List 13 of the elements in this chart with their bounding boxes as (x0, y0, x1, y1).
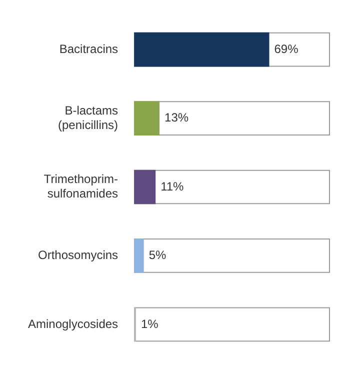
bar (134, 170, 156, 204)
y-tick-label: Aminoglycosides (28, 316, 118, 331)
y-tick-label: Trimethoprim-sulfonamides (44, 172, 118, 201)
y-tick-label: Bacitracins (59, 42, 118, 56)
data-label: 5% (148, 248, 167, 262)
bar (134, 238, 144, 273)
y-tick-label: B-lactams (penicillins) (58, 103, 118, 132)
data-label: 11% (160, 179, 184, 194)
bar (134, 101, 160, 136)
y-tick-label: Orthosomycins (38, 248, 118, 262)
data-label: 13% (164, 110, 189, 125)
data-label: 1% (141, 316, 159, 331)
data-label: 69% (274, 42, 299, 56)
